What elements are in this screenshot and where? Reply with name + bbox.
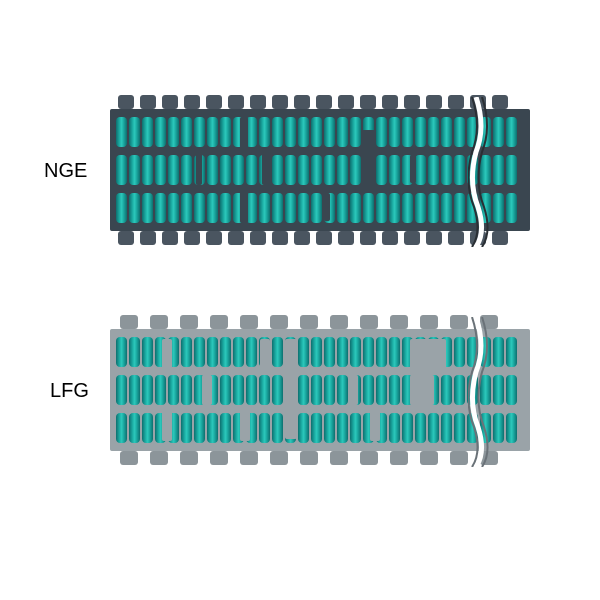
lfg-break-icon xyxy=(468,317,490,467)
lfg-bottom-tabs xyxy=(110,451,498,465)
nge-rollers-3 xyxy=(116,193,517,223)
nge-rollers-1 xyxy=(116,117,517,147)
lfg-spacer xyxy=(410,375,434,405)
lfg-spacer xyxy=(202,375,212,405)
lfg-spacer xyxy=(285,339,297,439)
lfg-rollers-1 xyxy=(116,337,517,367)
lfg-spacer xyxy=(260,339,270,369)
label-lfg: LFG xyxy=(50,380,89,403)
nge-spacer xyxy=(240,191,248,223)
lfg-spacer xyxy=(370,411,380,441)
nge-spacer xyxy=(240,117,248,149)
nge-spacer xyxy=(196,153,202,185)
lfg-spacer xyxy=(348,375,358,405)
nge-top-tabs xyxy=(110,95,508,109)
lfg-spacer xyxy=(410,339,446,369)
nge-spacer xyxy=(410,155,416,183)
lfg-rollers-2 xyxy=(116,375,517,405)
label-nge: NGE xyxy=(44,160,87,183)
nge-spacer xyxy=(324,193,330,221)
lfg-spacer xyxy=(240,411,250,441)
belt-nge xyxy=(110,105,530,255)
nge-rollers-2 xyxy=(116,155,517,185)
nge-bottom-tabs xyxy=(110,231,508,245)
lfg-top-tabs xyxy=(110,315,498,329)
lfg-rollers-3 xyxy=(116,413,517,443)
nge-spacer xyxy=(362,130,376,190)
belt-lfg xyxy=(110,325,530,475)
nge-spacer xyxy=(262,153,272,185)
nge-break-icon xyxy=(468,97,490,247)
lfg-spacer xyxy=(162,411,172,441)
lfg-spacer xyxy=(162,339,172,369)
